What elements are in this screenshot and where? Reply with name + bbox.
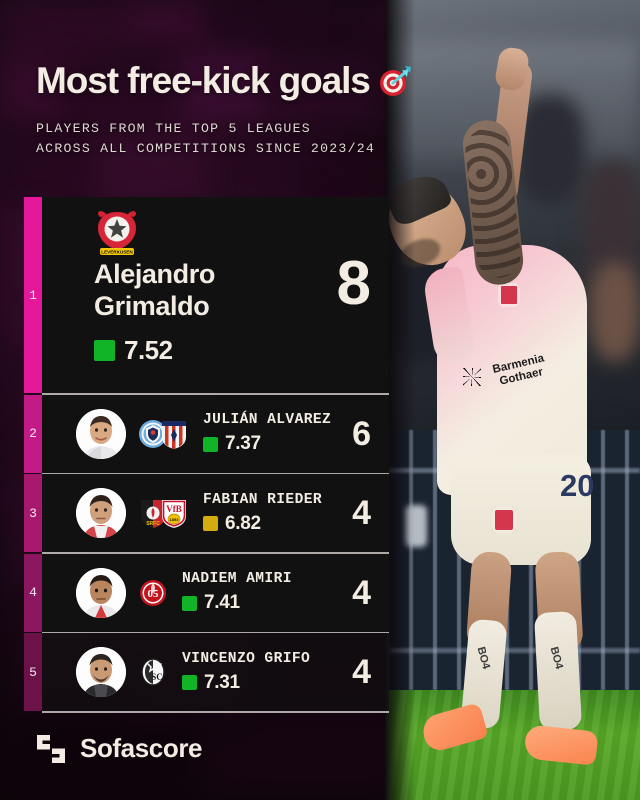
row-separator — [42, 393, 389, 395]
player-card[interactable]: SRFC VfB 1893 FABIAN RIEDER — [42, 474, 389, 553]
goals-count: 8 — [336, 249, 371, 318]
player-photo: Barmenia Gothaer 20 BO4 BO4 — [385, 0, 640, 800]
rating-color-swatch — [203, 516, 218, 532]
rating-color-swatch — [94, 340, 115, 361]
rank-number: 5 — [29, 664, 37, 680]
rank-number: 2 — [29, 426, 37, 442]
rating-group: 7.37 — [203, 433, 352, 455]
club-crest-bayer-leverkusen: LEVERKUSEN — [94, 209, 140, 257]
rating-color-swatch — [182, 595, 197, 611]
goals-count: 4 — [352, 573, 371, 612]
goals-count: 6 — [352, 414, 371, 453]
rank-number: 3 — [29, 505, 37, 521]
player-name: NADIEM AMIRI — [182, 571, 292, 588]
footer-brand: Sofascore — [36, 733, 203, 764]
rating-value: 7.41 — [204, 592, 240, 614]
player-card[interactable]: LEVERKUSEN Alejandro Grimaldo 8 7.52 — [42, 197, 389, 393]
rating-value: 6.82 — [225, 512, 261, 534]
row-separator — [42, 711, 389, 713]
rating-group: 7.31 — [182, 672, 352, 694]
dart-target-emoji — [378, 64, 412, 106]
player-card[interactable]: SC VINCENZO GRIFO 7.31 4 — [42, 633, 389, 712]
club-crest-vfb-stuttgart: VfB 1893 — [159, 497, 189, 529]
player-card[interactable]: 05 NADIEM AMIRI 7.41 4 — [42, 553, 389, 632]
ranking-row-4[interactable]: 4 — [24, 553, 389, 632]
subtitle-line-2: ACROSS ALL COMPETITIONS SINCE 2023/24 — [36, 140, 376, 156]
svg-text:1893: 1893 — [170, 517, 180, 522]
club-crest-stade-rennais: SRFC — [138, 497, 168, 529]
club-badges: 05 — [138, 577, 168, 609]
row-separator — [42, 631, 389, 634]
rank-accent-bar — [24, 394, 42, 473]
club-badges: SRFC VfB 1893 — [138, 497, 189, 529]
row-separator — [42, 552, 389, 554]
rating-group: 6.82 — [203, 513, 352, 535]
club-badges — [138, 418, 189, 450]
ranking-row-2[interactable]: 2 — [24, 394, 389, 473]
rating-value: 7.37 — [225, 433, 261, 455]
player-name: FABIAN RIEDER — [203, 491, 323, 508]
rating-color-swatch — [182, 675, 197, 691]
club-crest-sc-freiburg: SC — [138, 656, 168, 688]
svg-text:05: 05 — [148, 588, 160, 600]
club-badges: SC — [138, 656, 168, 688]
player-avatar — [76, 488, 126, 539]
ranking-row-1[interactable]: 1 LEVERKUSEN Alejandro Grimaldo 8 — [24, 197, 389, 393]
goals-count: 4 — [352, 494, 371, 533]
player-avatar — [76, 408, 126, 459]
player-avatar — [76, 647, 126, 698]
club-crest-manchester-city — [138, 418, 168, 450]
player-name-line-1: Alejandro — [94, 259, 215, 289]
player-avatar — [76, 567, 126, 618]
player-name: VINCENZO GRIFO — [182, 650, 311, 667]
svg-text:SC: SC — [151, 672, 163, 682]
goals-count: 4 — [352, 653, 371, 692]
page-title: Most free-kick goals — [36, 60, 506, 106]
subtitle-line-1: PLAYERS FROM THE TOP 5 LEAGUES — [36, 120, 311, 136]
svg-text:VfB: VfB — [166, 504, 182, 514]
rank-number: 1 — [29, 287, 37, 303]
ranking-list: 1 LEVERKUSEN Alejandro Grimaldo 8 — [24, 197, 389, 713]
rank-accent-bar — [24, 197, 42, 393]
player-name: JULIÁN ALVAREZ — [203, 412, 332, 429]
brand-name: Sofascore — [80, 733, 203, 763]
rating-color-swatch — [203, 436, 218, 452]
player-info: NADIEM AMIRI 7.41 — [182, 571, 352, 614]
rank-accent-bar — [24, 474, 42, 553]
player-name-line-2: Grimaldo — [94, 290, 210, 321]
sofascore-logo-mark — [36, 734, 66, 764]
rating-value: 7.31 — [204, 671, 240, 693]
player-info: FABIAN RIEDER 6.82 — [203, 492, 352, 535]
row-separator — [42, 472, 389, 475]
player-name: Alejandro Grimaldo — [94, 259, 319, 322]
svg-text:SRFC: SRFC — [146, 521, 160, 527]
rating-value: 7.52 — [124, 335, 173, 365]
player-card[interactable]: JULIÁN ALVAREZ 7.37 6 — [42, 394, 389, 473]
rank-accent-bar — [24, 633, 42, 712]
svg-text:LEVERKUSEN: LEVERKUSEN — [101, 250, 133, 255]
club-crest-atletico-madrid — [159, 418, 189, 450]
club-crest-mainz-05: 05 — [138, 577, 168, 609]
page-subtitle: PLAYERS FROM THE TOP 5 LEAGUES ACROSS ALL… — [36, 119, 506, 159]
rank-accent-bar — [24, 553, 42, 632]
player-info: VINCENZO GRIFO 7.31 — [182, 651, 352, 694]
page-title-text: Most free-kick goals — [36, 60, 371, 101]
ranking-row-5[interactable]: 5 — [24, 633, 389, 712]
rank-number: 4 — [29, 585, 37, 601]
rating-group: 7.52 — [94, 335, 173, 366]
header: Most free-kick goals PLAYERS FROM THE TO… — [36, 60, 506, 159]
rating-group: 7.41 — [182, 592, 352, 614]
content-column: Most free-kick goals PLAYERS FROM THE TO… — [24, 61, 411, 713]
player-info: JULIÁN ALVAREZ 7.37 — [203, 412, 352, 455]
ranking-row-3[interactable]: 3 — [24, 474, 389, 553]
